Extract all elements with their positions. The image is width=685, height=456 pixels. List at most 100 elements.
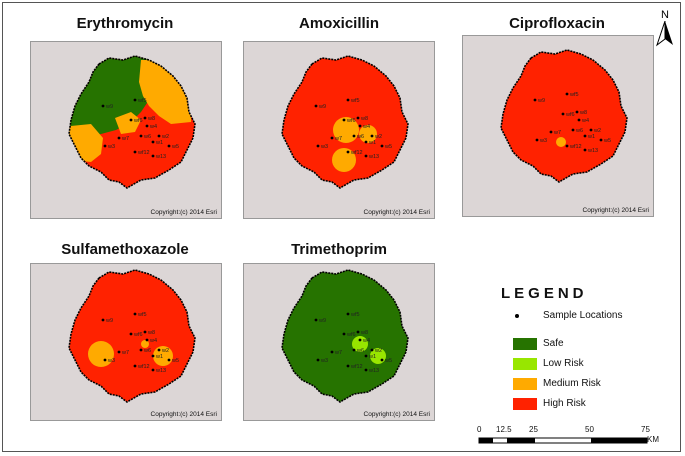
sample-label: w4 — [149, 338, 157, 344]
sample-label: w1 — [155, 140, 163, 146]
sample-point — [356, 330, 360, 334]
sample-point — [380, 358, 384, 362]
sample-point — [535, 138, 539, 142]
panel-title: Amoxicillin — [298, 15, 380, 32]
sample-label: w3 — [107, 144, 115, 150]
sample-label: wf5 — [350, 98, 360, 104]
north-arrow: N — [653, 9, 679, 47]
sample-label: w1 — [587, 134, 595, 140]
sample-point — [352, 348, 356, 352]
sample-label: w13 — [155, 154, 166, 160]
sample-point — [358, 338, 362, 342]
sample-point — [352, 134, 356, 138]
map-frame[interactable]: w9 wf5 wf6 w8 w4 w6 w7 w1 w2 w5 w3 wf12 w13 Copyrigh… — [462, 35, 654, 217]
sample-point — [151, 354, 155, 358]
sample-point — [533, 98, 537, 102]
credit-text: Copyright:(c) 2014 Esri — [363, 209, 430, 216]
sample-label: w6 — [143, 348, 151, 354]
sample-point — [157, 134, 161, 138]
credit-text: Copyright:(c) 2014 Esri — [363, 411, 430, 418]
sample-point — [316, 358, 320, 362]
sample-point — [133, 364, 137, 368]
sample-point — [139, 134, 143, 138]
sample-label: w3 — [320, 358, 328, 364]
sample-label: w6 — [356, 348, 364, 354]
sample-point — [342, 332, 346, 336]
sample-label: w9 — [537, 98, 545, 104]
city-boundary — [68, 269, 196, 403]
sample-point — [589, 128, 593, 132]
sample-label: w2 — [593, 128, 601, 134]
sample-point — [599, 138, 603, 142]
legend-title: LEGEND — [501, 285, 588, 302]
sample-point — [346, 364, 350, 368]
sample-label: w3 — [539, 138, 547, 144]
panel-amoxicillin: Amoxicillin w9 wf5 wf6 w8 w4 w6 w7 w1 w2 w5 w3 wf12… — [239, 11, 439, 221]
sample-label: w5 — [171, 144, 179, 150]
sample-label: w7 — [121, 350, 129, 356]
credit-text: Copyright:(c) 2014 Esri — [150, 411, 217, 418]
sample-point — [314, 318, 318, 322]
sample-label: wf12 — [569, 144, 582, 150]
sample-label: wf6 — [346, 118, 356, 124]
sample-label: w8 — [360, 330, 368, 336]
sample-label: wf12 — [137, 364, 150, 370]
point-icon — [515, 314, 519, 318]
sample-label: w5 — [384, 358, 392, 364]
scale-bar-graphic — [478, 437, 648, 444]
sample-point — [129, 332, 133, 336]
sample-point — [103, 144, 107, 148]
sample-label: w1 — [155, 354, 163, 360]
sample-label: w6 — [575, 128, 583, 134]
sample-label: wf12 — [350, 150, 363, 156]
sample-label: wf5 — [569, 92, 579, 98]
map-frame[interactable]: w9 wf5 wf6 w8 w4 w6 w7 w1 w2 w5 w3 wf12 w13 Copyrigh… — [243, 41, 435, 219]
sample-point — [143, 116, 147, 120]
scale-tick-label: 75 — [641, 425, 650, 434]
sample-point — [571, 128, 575, 132]
sample-label: w1 — [368, 354, 376, 360]
panel-ciprofloxacin: Ciprofloxacin w9 wf5 wf6 w8 w4 w6 w7 w1 w2 w5 w3 wf… — [457, 11, 657, 221]
sample-point — [549, 130, 553, 134]
sample-point — [583, 134, 587, 138]
sample-point — [561, 112, 565, 116]
sample-point — [583, 148, 587, 152]
sample-label: w9 — [318, 104, 326, 110]
map-frame[interactable]: w9 wf5 wf6 w8 w4 w6 w7 w1 w2 w5 w3 wf12 w13 Copyrigh… — [30, 263, 222, 421]
sample-point — [364, 154, 368, 158]
sample-label: w4 — [362, 338, 370, 344]
sample-label: w9 — [105, 104, 113, 110]
sample-point — [364, 140, 368, 144]
sample-point — [151, 140, 155, 144]
map-frame[interactable]: w9 wf5 wf6 w8 w4 w6 w7 w1 w2 w5 w3 wf12 w13 Copyrigh… — [30, 41, 222, 219]
sample-label: w2 — [161, 134, 169, 140]
panel-trimethoprim: Trimethoprim w9 wf5 wf6 w8 w4 w6 w7 w1 w2 w5 w3 wf1… — [239, 237, 439, 427]
sample-label: w4 — [149, 124, 157, 130]
sample-point — [133, 312, 137, 316]
sample-point — [316, 144, 320, 148]
sample-label: wf12 — [350, 364, 363, 370]
panel-title: Erythromycin — [76, 15, 174, 32]
panel-title: Sulfamethoxazole — [61, 241, 189, 258]
sample-label: w9 — [318, 318, 326, 324]
north-label: N — [661, 9, 669, 21]
sample-label: wf6 — [133, 118, 143, 124]
sample-point — [129, 118, 133, 122]
sample-label: w9 — [105, 318, 113, 324]
panel-title: Ciprofloxacin — [509, 15, 605, 32]
sample-label: w4 — [581, 118, 589, 124]
sample-point — [380, 144, 384, 148]
map-frame[interactable]: w9 wf5 wf6 w8 w4 w6 w7 w1 w2 w5 w3 wf12 w13 Copyrigh… — [243, 263, 435, 421]
sample-point — [565, 144, 569, 148]
sample-point — [565, 92, 569, 96]
sample-point — [143, 330, 147, 334]
sample-label: w2 — [374, 348, 382, 354]
sample-point — [346, 150, 350, 154]
scale-bar: 0 12.5 25 50 75 KM — [475, 425, 665, 447]
sample-point — [117, 136, 121, 140]
sample-label: wf5 — [137, 312, 147, 318]
